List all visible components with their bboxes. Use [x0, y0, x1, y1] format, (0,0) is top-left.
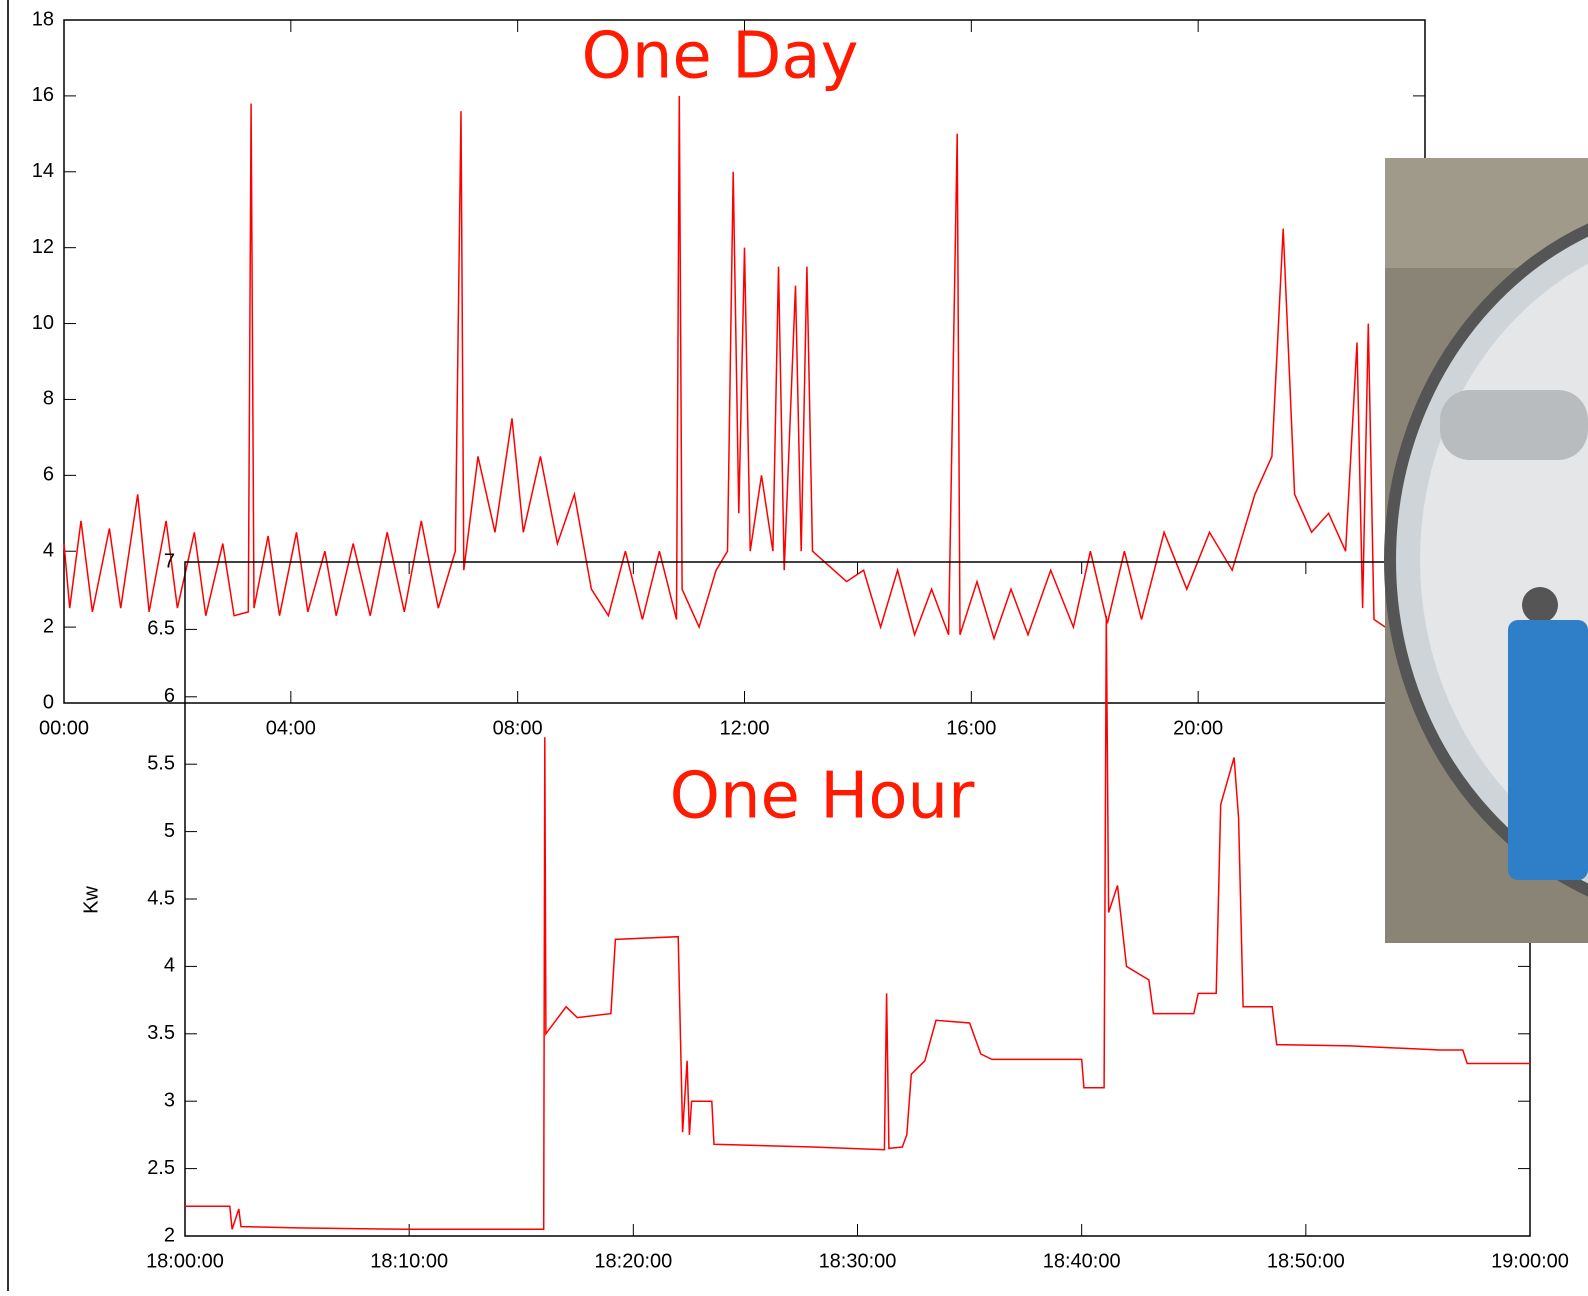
y-tick-label: 2: [43, 615, 54, 637]
x-tick-label: 18:00:00: [146, 1250, 224, 1272]
x-tick-label: 19:00:00: [1491, 1250, 1569, 1272]
plot-frame: [63, 19, 1426, 704]
x-tick-label: 08:00: [493, 717, 543, 739]
y-tick-label: 0: [43, 691, 54, 713]
y-tick-label: 4: [43, 540, 54, 562]
y-tick-label: 16: [32, 84, 54, 106]
x-tick-label: 12:00: [719, 717, 769, 739]
x-tick-label: 20:00: [1173, 717, 1223, 739]
y-tick-label: 6.5: [147, 618, 175, 640]
chart-title: One Day: [581, 20, 858, 94]
x-tick-label: 18:40:00: [1043, 1250, 1121, 1272]
y-tick-label: 4: [164, 955, 175, 977]
x-tick-label: 18:20:00: [594, 1250, 672, 1272]
data-line: [185, 615, 1530, 1231]
hour-chart: 2 2.5 3 3.5 4 4.5 5 5.5 6 6.5 7 18:00:00 18:10:00 18:…: [80, 550, 1569, 1272]
y-tick-label: 10: [32, 312, 54, 334]
y-tick-label: 2.5: [147, 1157, 175, 1179]
plot-frame: [184, 561, 1531, 1237]
chart-title: One Hour: [670, 760, 976, 834]
y-tick-label: 12: [32, 236, 54, 258]
x-tick-label: 18:50:00: [1267, 1250, 1345, 1272]
y-tick-label: 5.5: [147, 752, 175, 774]
y-tick-label: 3: [164, 1089, 175, 1111]
y-tick-label: 2: [164, 1224, 175, 1246]
y-tick-label: 14: [32, 160, 54, 182]
y-tick-label: 4.5: [147, 887, 175, 909]
data-line: [63, 95, 1398, 641]
meter-photo: [1384, 158, 1588, 943]
y-tick-label: 3.5: [147, 1022, 175, 1044]
y-tick-label: 6: [164, 685, 175, 707]
x-tick-label: 18:30:00: [819, 1250, 897, 1272]
x-tick-label: 16:00: [946, 717, 996, 739]
y-tick-label: 7: [164, 550, 175, 572]
x-tick-label: 04:00: [266, 717, 316, 739]
y-tick-label: 18: [32, 8, 54, 30]
x-tick-label: 18:10:00: [370, 1250, 448, 1272]
day-chart: 0 2 4 6 8 10 12 14 16 18 00:00 04:00 08:00 12:00 16:00…: [32, 8, 1426, 739]
y-tick-label: 6: [43, 464, 54, 486]
y-tick-label: 5: [164, 820, 175, 842]
y-axis-label: Kw: [80, 886, 102, 914]
y-tick-label: 8: [43, 388, 54, 410]
x-tick-label: 00:00: [39, 717, 89, 739]
